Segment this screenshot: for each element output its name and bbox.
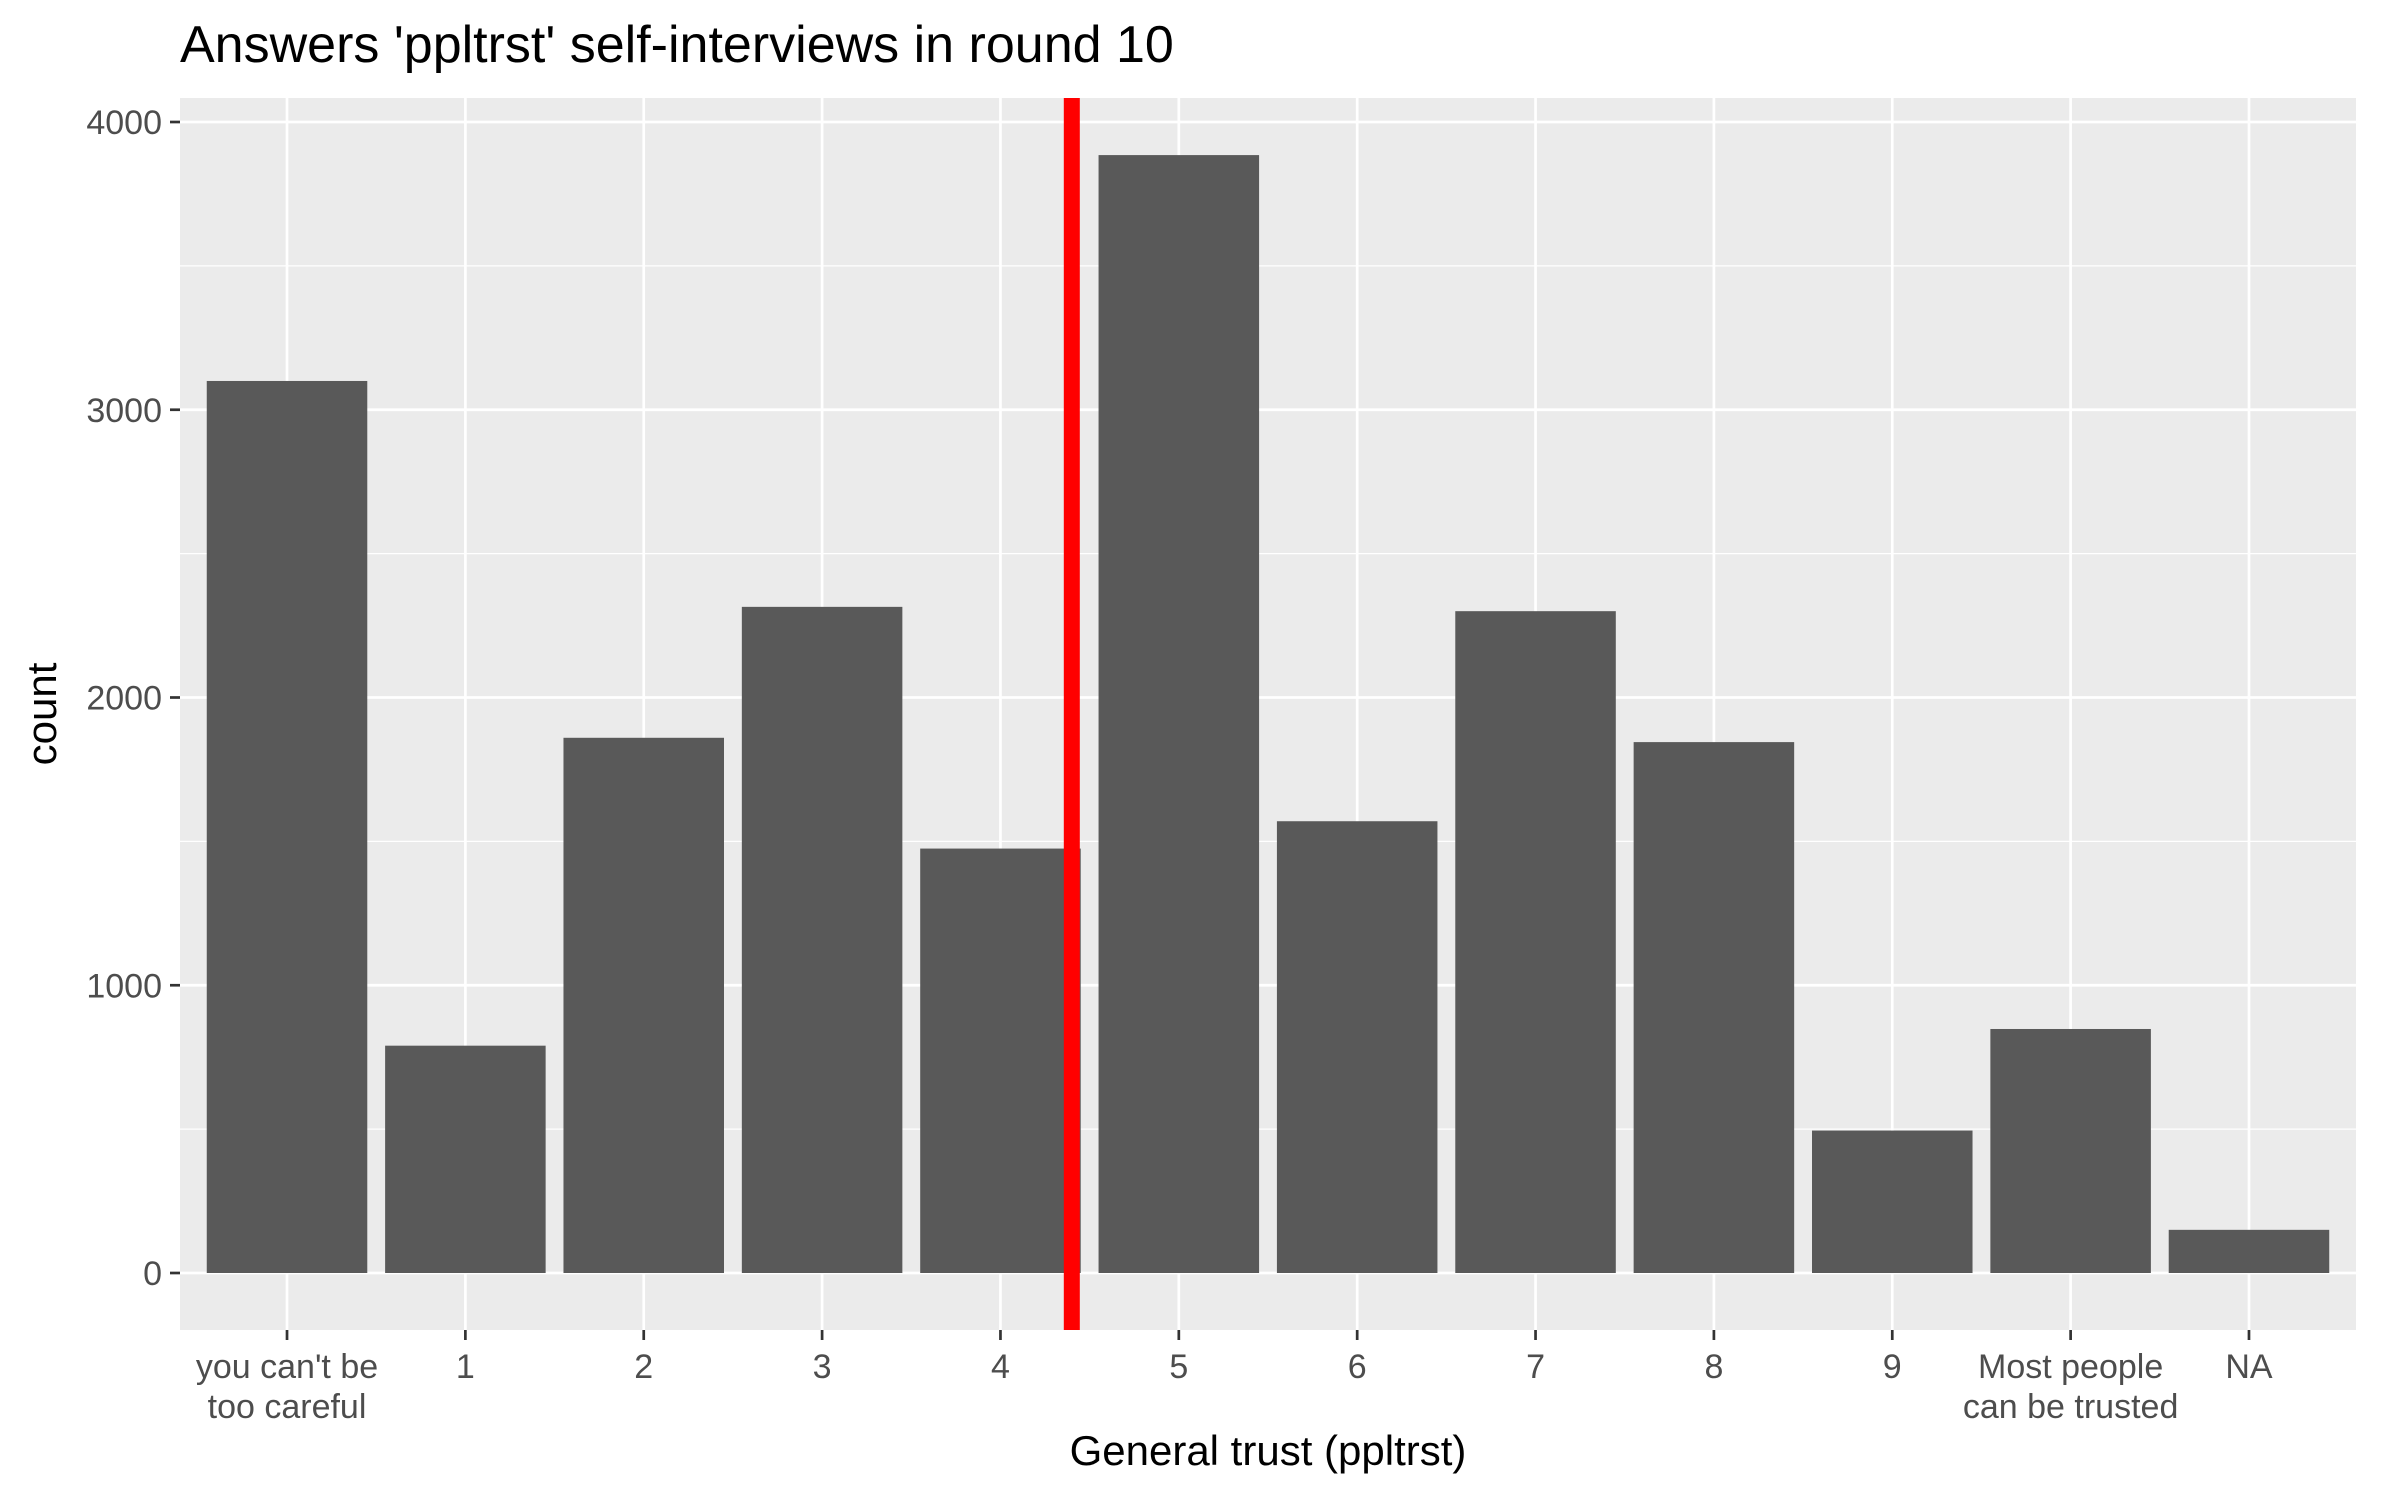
x-tick-label-line: Most people — [1978, 1348, 2163, 1386]
y-tick-label: 4000 — [86, 104, 162, 142]
x-tick-label-line: 9 — [1883, 1348, 1902, 1386]
x-tick-label: you can't be too careful — [196, 1348, 378, 1426]
x-tick-label: 4 — [991, 1348, 1010, 1386]
bar — [1455, 611, 1616, 1273]
x-tick-label-line: 3 — [813, 1348, 832, 1386]
x-axis: you can't be too careful 1 2 3 4 5 6 7 8 9 Most peo… — [196, 1330, 2273, 1426]
x-tick-label-line: too careful — [208, 1388, 367, 1426]
x-tick-label: 5 — [1169, 1348, 1188, 1386]
bar — [1098, 155, 1260, 1273]
y-tick-label: 0 — [143, 1255, 162, 1293]
bar — [563, 737, 724, 1273]
bar — [2168, 1229, 2330, 1273]
bar — [1812, 1130, 1973, 1273]
x-tick-label: 1 — [456, 1348, 475, 1386]
x-tick-label: 6 — [1348, 1348, 1367, 1386]
bar — [385, 1045, 546, 1273]
x-tick-label-line: 2 — [634, 1348, 653, 1386]
y-tick-label: 2000 — [86, 680, 162, 718]
y-axis-title: count — [18, 662, 65, 765]
x-tick-label: 2 — [634, 1348, 653, 1386]
x-tick-label-line: 8 — [1704, 1348, 1723, 1386]
chart-title: Answers 'ppltrst' self-interviews in rou… — [180, 16, 1174, 74]
x-tick-label-line: you can't be — [196, 1348, 378, 1386]
y-tick-label: 1000 — [86, 967, 162, 1005]
y-axis: 0 1000 2000 3000 4000 — [86, 104, 180, 1293]
x-tick-label-line: 4 — [991, 1348, 1010, 1386]
bar — [206, 380, 368, 1274]
x-tick-label: 3 — [813, 1348, 832, 1386]
x-tick-label-line: can be trusted — [1963, 1388, 2178, 1426]
bar — [1633, 742, 1795, 1273]
bar — [1276, 821, 1438, 1273]
x-tick-label-line: 7 — [1526, 1348, 1545, 1386]
bars — [206, 155, 2330, 1274]
x-axis-title: General trust (ppltrst) — [1070, 1427, 1467, 1474]
x-tick-label: Most people can be trusted — [1963, 1348, 2178, 1426]
x-tick-label: NA — [2225, 1348, 2273, 1386]
bar — [741, 606, 903, 1273]
bar — [1990, 1028, 2151, 1273]
bar — [920, 848, 1081, 1273]
x-tick-label-line: 5 — [1169, 1348, 1188, 1386]
x-tick-label: 9 — [1883, 1348, 1902, 1386]
y-tick-label: 3000 — [86, 392, 162, 430]
x-tick-label-line: 1 — [456, 1348, 475, 1386]
x-tick-label-line: 6 — [1348, 1348, 1367, 1386]
x-tick-label-line: NA — [2225, 1348, 2273, 1386]
x-tick-label: 7 — [1526, 1348, 1545, 1386]
x-tick-label: 8 — [1704, 1348, 1723, 1386]
